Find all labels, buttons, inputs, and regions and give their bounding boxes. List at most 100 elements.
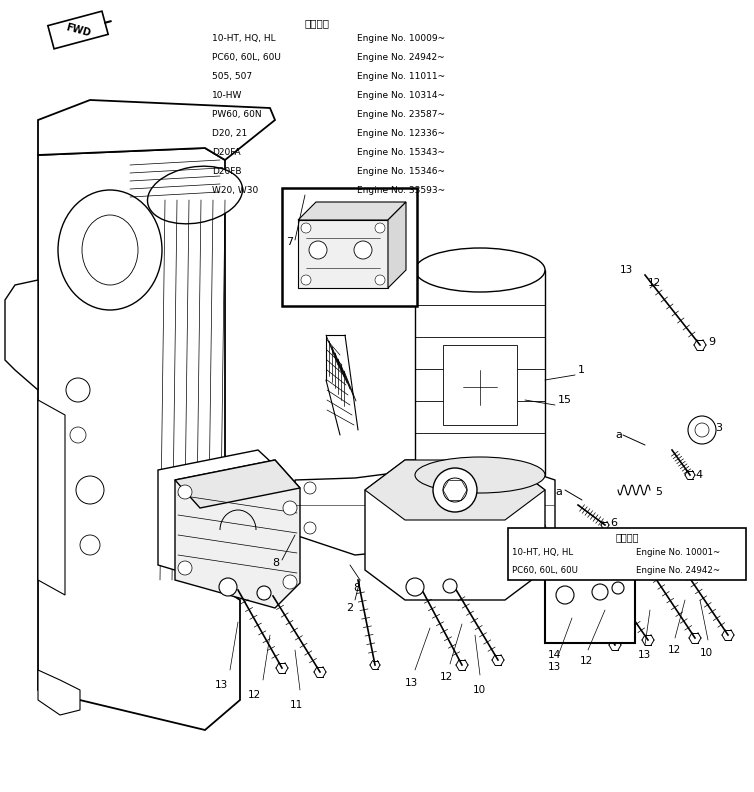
Text: PW60, 60N: PW60, 60N bbox=[212, 110, 262, 119]
Text: Engine No. 10009~: Engine No. 10009~ bbox=[357, 34, 445, 43]
Polygon shape bbox=[298, 220, 388, 288]
Ellipse shape bbox=[148, 166, 243, 224]
Circle shape bbox=[178, 561, 192, 575]
Text: 13: 13 bbox=[638, 650, 651, 660]
Text: 7: 7 bbox=[286, 237, 293, 247]
Text: D20FA: D20FA bbox=[212, 148, 241, 157]
Circle shape bbox=[309, 241, 327, 259]
Bar bbox=[508, 528, 746, 580]
Bar bbox=[545, 575, 635, 643]
Text: 8: 8 bbox=[353, 583, 360, 593]
Text: Engine No. 15346~: Engine No. 15346~ bbox=[357, 167, 445, 176]
Polygon shape bbox=[298, 202, 406, 220]
Text: 適用呃物: 適用呃物 bbox=[615, 532, 639, 542]
Circle shape bbox=[443, 478, 467, 502]
Bar bbox=[282, 188, 417, 306]
Circle shape bbox=[301, 275, 311, 285]
Text: Engine No. 24942~: Engine No. 24942~ bbox=[357, 53, 445, 62]
Text: PC60, 60L, 60U: PC60, 60L, 60U bbox=[512, 566, 578, 575]
Text: 14: 14 bbox=[548, 650, 561, 660]
Text: a: a bbox=[555, 487, 562, 497]
Circle shape bbox=[178, 485, 192, 499]
Text: Engine No. 11011~: Engine No. 11011~ bbox=[357, 72, 445, 81]
Circle shape bbox=[591, 566, 605, 580]
Polygon shape bbox=[365, 460, 545, 520]
Circle shape bbox=[612, 582, 624, 594]
Polygon shape bbox=[38, 400, 65, 595]
Circle shape bbox=[554, 567, 572, 585]
Text: 3: 3 bbox=[715, 423, 722, 433]
Ellipse shape bbox=[415, 457, 545, 493]
Circle shape bbox=[433, 468, 477, 512]
Text: 10: 10 bbox=[700, 648, 713, 658]
Text: 13: 13 bbox=[405, 678, 418, 688]
Text: Engine No. 12336~: Engine No. 12336~ bbox=[357, 129, 445, 138]
Bar bbox=[415, 270, 545, 475]
Text: 12: 12 bbox=[440, 672, 453, 682]
Circle shape bbox=[406, 578, 424, 596]
Polygon shape bbox=[295, 460, 555, 555]
Polygon shape bbox=[175, 460, 300, 508]
Text: 1: 1 bbox=[578, 365, 585, 375]
Circle shape bbox=[304, 482, 316, 494]
Ellipse shape bbox=[58, 190, 162, 310]
Text: 8: 8 bbox=[272, 558, 279, 568]
Polygon shape bbox=[48, 11, 108, 49]
Text: PC60, 60L, 60U: PC60, 60L, 60U bbox=[212, 53, 281, 62]
Text: 13: 13 bbox=[215, 680, 228, 690]
Text: 5: 5 bbox=[655, 487, 662, 497]
Ellipse shape bbox=[82, 215, 138, 285]
Text: 4: 4 bbox=[695, 470, 702, 480]
Circle shape bbox=[76, 476, 104, 504]
Text: 505, 507: 505, 507 bbox=[212, 72, 252, 81]
Text: 11: 11 bbox=[290, 700, 303, 710]
Circle shape bbox=[219, 578, 237, 596]
Text: 9: 9 bbox=[708, 337, 715, 347]
Text: Engine No. 33593~: Engine No. 33593~ bbox=[357, 186, 445, 195]
Polygon shape bbox=[365, 460, 545, 600]
Circle shape bbox=[592, 584, 608, 600]
Circle shape bbox=[66, 378, 90, 402]
Text: 10-HT, HQ, HL: 10-HT, HQ, HL bbox=[212, 34, 276, 43]
Circle shape bbox=[384, 486, 396, 498]
Text: Engine No. 23587~: Engine No. 23587~ bbox=[357, 110, 445, 119]
Text: 10-HT, HQ, HL: 10-HT, HQ, HL bbox=[512, 548, 573, 557]
Ellipse shape bbox=[415, 248, 545, 292]
Polygon shape bbox=[175, 460, 300, 608]
Polygon shape bbox=[38, 100, 275, 160]
Text: Engine No. 24942~: Engine No. 24942~ bbox=[636, 566, 720, 575]
Circle shape bbox=[444, 479, 456, 491]
Text: 12: 12 bbox=[248, 690, 261, 700]
Polygon shape bbox=[388, 202, 406, 288]
Text: 12: 12 bbox=[648, 278, 661, 288]
Circle shape bbox=[534, 522, 546, 534]
Circle shape bbox=[304, 522, 316, 534]
Text: Engine No. 10314~: Engine No. 10314~ bbox=[357, 91, 445, 100]
Polygon shape bbox=[5, 280, 38, 390]
Text: Engine No. 10001~: Engine No. 10001~ bbox=[636, 548, 720, 557]
Polygon shape bbox=[38, 670, 80, 715]
Text: a: a bbox=[615, 430, 622, 440]
Text: 6: 6 bbox=[610, 518, 617, 528]
Circle shape bbox=[556, 586, 574, 604]
Text: 12: 12 bbox=[668, 645, 682, 655]
Circle shape bbox=[384, 524, 396, 536]
Circle shape bbox=[443, 579, 457, 593]
Text: 12: 12 bbox=[580, 656, 593, 666]
Circle shape bbox=[375, 275, 385, 285]
Circle shape bbox=[283, 575, 297, 589]
Circle shape bbox=[695, 423, 709, 437]
Text: W20, W30: W20, W30 bbox=[212, 186, 259, 195]
Circle shape bbox=[375, 223, 385, 233]
Text: 13: 13 bbox=[620, 265, 633, 275]
Text: 13: 13 bbox=[548, 662, 561, 672]
Text: 10-HW: 10-HW bbox=[212, 91, 242, 100]
Polygon shape bbox=[158, 450, 285, 595]
Text: D20FB: D20FB bbox=[212, 167, 241, 176]
Polygon shape bbox=[38, 148, 240, 730]
Text: 10: 10 bbox=[473, 685, 486, 695]
Circle shape bbox=[80, 535, 100, 555]
Text: Engine No. 15343~: Engine No. 15343~ bbox=[357, 148, 445, 157]
Circle shape bbox=[301, 223, 311, 233]
Text: 適用呃物: 適用呃物 bbox=[305, 18, 329, 28]
